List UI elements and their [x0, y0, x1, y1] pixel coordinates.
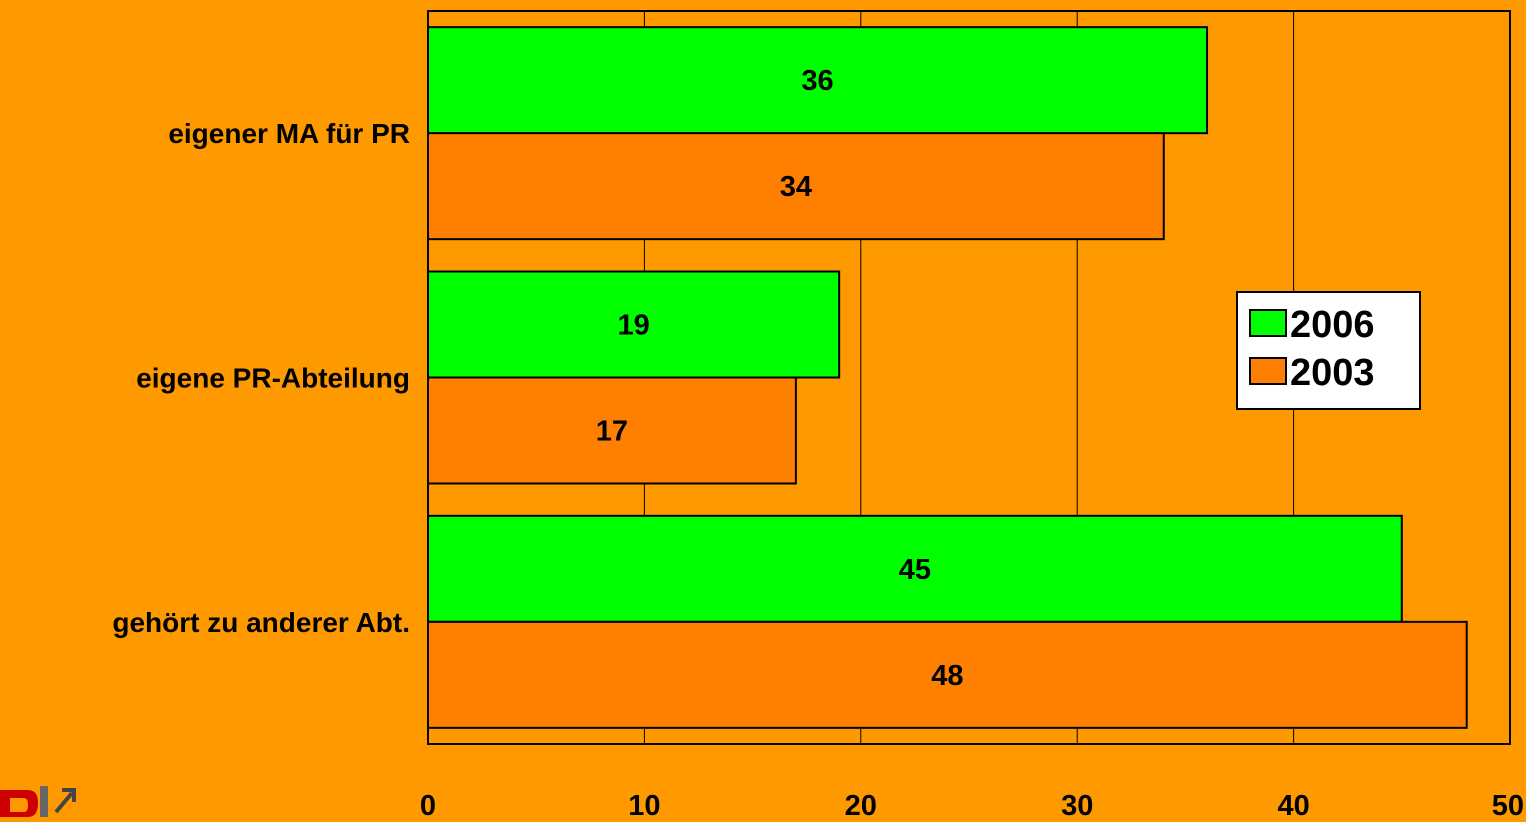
x-axis-ticks: 0 10 20 30 40 50	[420, 790, 1524, 822]
data-label: 48	[931, 660, 963, 692]
bar-2006-2	[427, 514, 1403, 623]
category-label: eigener MA für PR	[168, 118, 410, 149]
logo-icon	[0, 786, 76, 817]
data-label: 36	[801, 65, 833, 97]
data-label: 19	[617, 310, 649, 342]
x-tick-label: 10	[628, 790, 660, 817]
legend-swatch	[1249, 309, 1287, 337]
bars	[427, 26, 1468, 729]
x-tick-label: 20	[845, 790, 877, 817]
data-label: 17	[596, 416, 628, 448]
x-tick-label: 30	[1061, 790, 1093, 817]
legend: 2006 2003	[1236, 291, 1421, 410]
legend-label: 2006	[1290, 304, 1375, 346]
category-label: eigene PR-Abteilung	[136, 363, 410, 394]
x-tick-label: 50	[1492, 790, 1524, 817]
x-tick-label: 0	[420, 790, 436, 817]
bar-2003-0	[427, 132, 1165, 241]
bar-2006-1	[427, 270, 841, 379]
data-label: 34	[780, 171, 812, 203]
plot-border	[427, 10, 1511, 745]
bar-2003-2	[427, 620, 1468, 729]
category-labels: eigener MA für PR eigene PR-Abteilung gehö…	[112, 118, 410, 638]
category-label: gehört zu anderer Abt.	[112, 607, 410, 638]
data-labels: 36 34 19 17 45 48	[596, 65, 964, 692]
legend-label: 2003	[1290, 352, 1375, 394]
data-label: 45	[899, 554, 931, 586]
x-tick-label: 40	[1277, 790, 1309, 817]
legend-swatch	[1249, 357, 1287, 385]
